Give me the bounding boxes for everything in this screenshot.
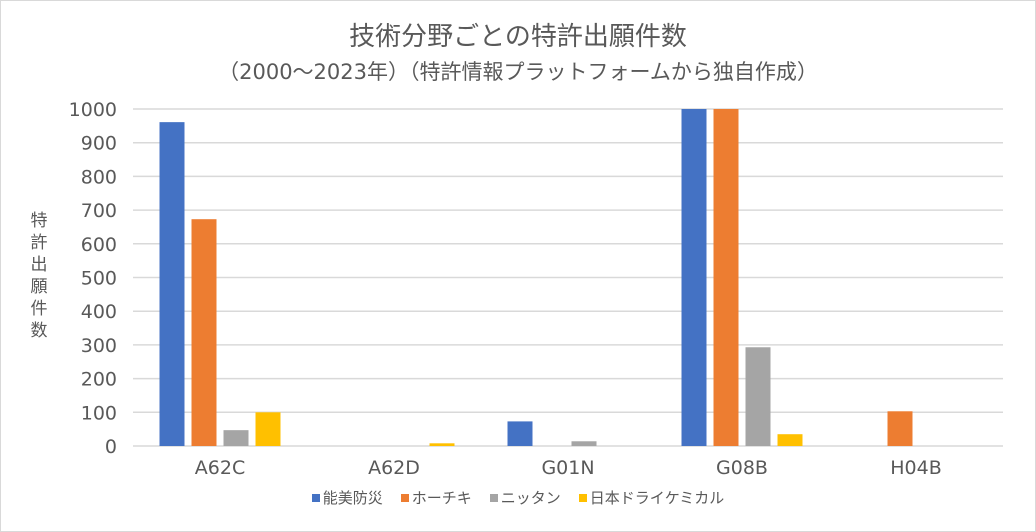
legend-item: ニッタン: [489, 487, 561, 508]
legend-item: ホーチキ: [400, 487, 472, 508]
y-tick-label: 600: [81, 234, 117, 256]
bar-G08B-0: [681, 109, 707, 446]
y-tick-label: 0: [105, 436, 117, 458]
y-tick-label: 700: [81, 200, 117, 222]
chart-title: 技術分野ごとの特許出願件数: [349, 22, 687, 52]
bar-G08B-1: [713, 109, 739, 446]
bar-A62C-3: [255, 412, 281, 446]
y-axis-label-char: 件: [30, 299, 48, 319]
y-axis-label-char: 数: [30, 321, 48, 341]
y-axis-label: 特許出願件数: [28, 210, 50, 342]
bar-G08B-2: [745, 347, 771, 446]
legend-label: ホーチキ: [411, 489, 472, 507]
y-axis-label-char: 特: [30, 211, 48, 231]
legend-swatch-icon: [400, 493, 409, 502]
y-tick-label: 1000: [69, 99, 117, 121]
bar-H04B-1: [887, 411, 913, 446]
y-tick-label: 300: [81, 335, 117, 357]
bar-A62D-3: [429, 443, 455, 446]
y-tick-label: 500: [81, 268, 117, 290]
legend-swatch-icon: [578, 493, 587, 502]
y-tick-label: 400: [81, 301, 117, 323]
legend-label: ニッタン: [500, 489, 561, 507]
bar-G01N-2: [571, 441, 597, 446]
bar-A62C-1: [191, 219, 217, 446]
x-tick-label: H04B: [890, 457, 942, 479]
y-tick-label: 100: [81, 402, 117, 424]
legend-item: 能美防災: [311, 487, 383, 508]
bar-G08B-3: [777, 434, 803, 446]
y-axis-label-char: 許: [30, 233, 48, 253]
legend: 能美防災 ホーチキ ニッタン 日本ドライケミカル: [0, 487, 1036, 508]
bar-A62C-0: [159, 122, 185, 446]
x-tick-label: A62D: [368, 457, 420, 479]
legend-swatch-icon: [311, 493, 320, 502]
bar-G01N-0: [507, 421, 533, 446]
bar-A62C-2: [223, 430, 249, 446]
y-tick-label: 200: [81, 369, 117, 391]
chart-subtitle: （2000～2023年）（特許情報プラットフォームから独自作成）: [218, 60, 818, 84]
y-tick-label: 900: [81, 133, 117, 155]
legend-label: 日本ドライケミカル: [589, 489, 725, 507]
x-tick-label: G08B: [716, 457, 768, 479]
legend-label: 能美防災: [322, 489, 383, 507]
y-axis-label-char: 出: [30, 255, 48, 275]
y-tick-label: 800: [81, 166, 117, 188]
legend-swatch-icon: [489, 493, 498, 502]
legend-item: 日本ドライケミカル: [578, 487, 725, 508]
x-tick-label: A62C: [195, 457, 245, 479]
y-axis-label-char: 願: [30, 277, 48, 297]
x-tick-label: G01N: [541, 457, 594, 479]
